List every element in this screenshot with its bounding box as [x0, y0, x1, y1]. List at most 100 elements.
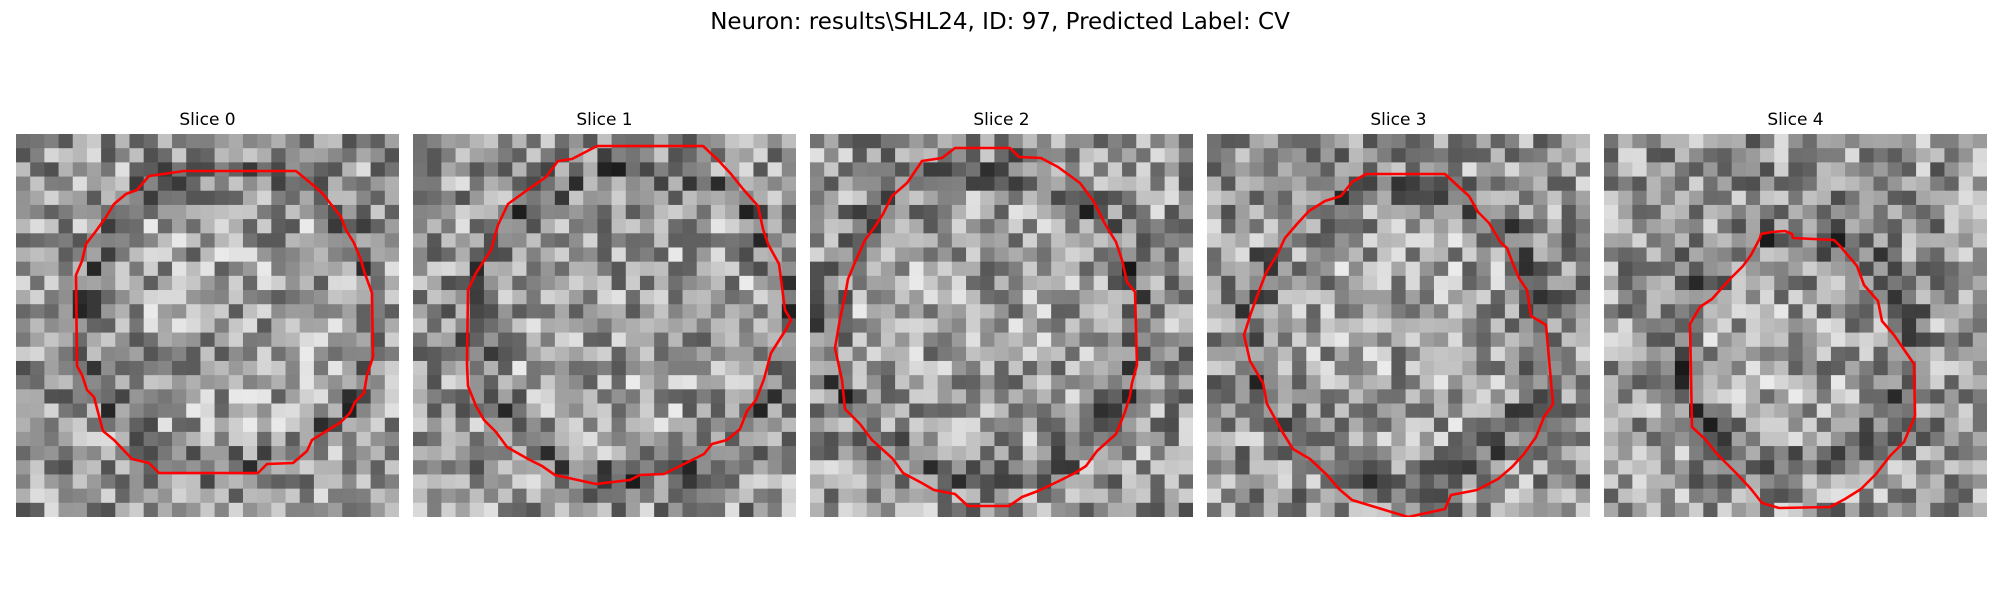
image-pixel	[214, 431, 230, 447]
image-pixel	[639, 460, 655, 476]
image-pixel	[1703, 233, 1719, 249]
image-pixel	[1235, 360, 1251, 376]
image-pixel	[994, 417, 1010, 433]
image-pixel	[1150, 446, 1166, 461]
image-pixel	[1051, 176, 1066, 192]
image-pixel	[1348, 190, 1364, 206]
image-pixel	[86, 332, 102, 348]
image-pixel	[1802, 275, 1818, 291]
image-pixel	[370, 204, 386, 220]
image-pixel	[1689, 446, 1704, 461]
image-pixel	[696, 488, 712, 504]
image-pixel	[583, 162, 599, 178]
image-pixel	[1363, 488, 1378, 504]
image-pixel	[1674, 275, 1690, 291]
image-pixel	[455, 247, 471, 263]
image-pixel	[1660, 176, 1676, 192]
image-pixel	[356, 502, 372, 517]
image-pixel	[1745, 488, 1761, 504]
image-pixel	[753, 261, 769, 277]
image-pixel	[569, 304, 584, 320]
image-pixel	[1433, 176, 1449, 192]
image-pixel	[1292, 190, 1307, 206]
image-pixel	[639, 148, 655, 163]
image-pixel	[1731, 502, 1747, 517]
image-pixel	[540, 233, 556, 249]
image-pixel	[1575, 389, 1590, 405]
image-pixel	[214, 346, 230, 362]
image-pixel	[1646, 148, 1662, 163]
image-pixel	[313, 403, 329, 419]
image-pixel	[427, 460, 442, 476]
image-pixel	[441, 148, 457, 163]
image-pixel	[1178, 304, 1193, 320]
image-pixel	[668, 488, 684, 504]
image-pixel	[271, 204, 287, 220]
image-pixel	[1717, 502, 1733, 517]
image-pixel	[1859, 360, 1875, 376]
image-pixel	[1745, 431, 1761, 447]
image-pixel	[725, 233, 740, 249]
image-pixel	[1816, 474, 1832, 490]
image-pixel	[1731, 431, 1747, 447]
image-pixel	[455, 190, 471, 206]
image-pixel	[498, 162, 513, 178]
image-pixel	[1377, 275, 1393, 291]
image-pixel	[852, 360, 868, 376]
image-pixel	[1079, 332, 1095, 348]
image-pixel	[980, 360, 996, 376]
image-pixel	[30, 204, 45, 220]
image-pixel	[1760, 204, 1775, 220]
image-pixel	[1632, 346, 1648, 362]
image-pixel	[1122, 417, 1137, 433]
image-pixel	[880, 360, 896, 376]
image-pixel	[1022, 233, 1038, 249]
image-pixel	[1065, 502, 1081, 517]
image-pixel	[101, 474, 116, 490]
image-pixel	[1660, 247, 1676, 263]
image-pixel	[654, 162, 669, 178]
image-pixel	[1845, 219, 1860, 234]
image-pixel	[129, 304, 145, 320]
image-pixel	[639, 176, 655, 192]
image-pixel	[710, 403, 726, 419]
image-pixel	[1703, 134, 1719, 149]
image-pixel	[1136, 247, 1152, 263]
slice-title-1: Slice 1	[576, 110, 633, 130]
image-pixel	[1022, 332, 1038, 348]
image-pixel	[1334, 162, 1350, 178]
image-pixel	[1377, 318, 1393, 334]
image-pixel	[328, 474, 343, 490]
image-pixel	[242, 360, 258, 376]
image-pixel	[1632, 176, 1648, 192]
image-pixel	[1122, 176, 1137, 192]
image-pixel	[427, 261, 442, 277]
image-pixel	[1533, 304, 1549, 320]
image-pixel	[1433, 134, 1449, 149]
image-pixel	[1448, 460, 1463, 476]
image-pixel	[1221, 261, 1236, 277]
image-pixel	[923, 190, 939, 206]
image-pixel	[1348, 460, 1364, 476]
image-pixel	[625, 304, 641, 320]
image-pixel	[597, 460, 613, 476]
image-pixel	[824, 290, 839, 305]
image-pixel	[328, 261, 343, 277]
image-pixel	[1873, 403, 1889, 419]
image-pixel	[1405, 332, 1421, 348]
image-pixel	[668, 332, 684, 348]
image-pixel	[1093, 360, 1109, 376]
image-pixel	[1916, 261, 1931, 277]
image-pixel	[370, 176, 386, 192]
image-pixel	[257, 318, 272, 334]
image-pixel	[1774, 233, 1790, 249]
image-pixel	[1476, 417, 1492, 433]
image-pixel	[1887, 304, 1903, 320]
image-pixel	[1646, 389, 1662, 405]
image-pixel	[1604, 233, 1619, 249]
image-pixel	[1816, 290, 1832, 305]
image-pixel	[512, 261, 528, 277]
image-pixel	[880, 431, 896, 447]
image-pixel	[1958, 332, 1974, 348]
image-pixel	[824, 488, 839, 504]
